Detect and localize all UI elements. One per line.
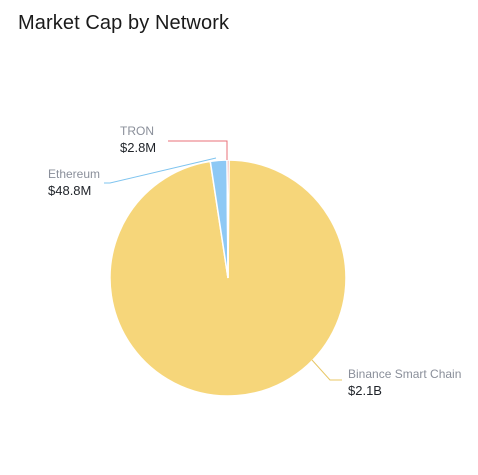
label-value-tron: $2.8M (120, 140, 156, 155)
pie-label-connectors (104, 140, 342, 381)
label-value-ethereum: $48.8M (48, 183, 91, 198)
label-name-tron: TRON (120, 124, 154, 138)
connector-binance-smart-chain (311, 359, 342, 381)
label-name-ethereum: Ethereum (48, 167, 100, 181)
connector-tron (168, 140, 228, 160)
pie-slice-tron[interactable] (226, 159, 230, 279)
connector-ethereum (104, 157, 217, 184)
pie-slices (109, 159, 347, 397)
label-name-binance-smart-chain: Binance Smart Chain (348, 367, 461, 381)
chart-title: Market Cap by Network (18, 12, 230, 34)
pie-labels: Binance Smart Chain $2.1B Ethereum $48.8M TR… (48, 124, 461, 398)
label-value-binance-smart-chain: $2.1B (348, 383, 382, 398)
